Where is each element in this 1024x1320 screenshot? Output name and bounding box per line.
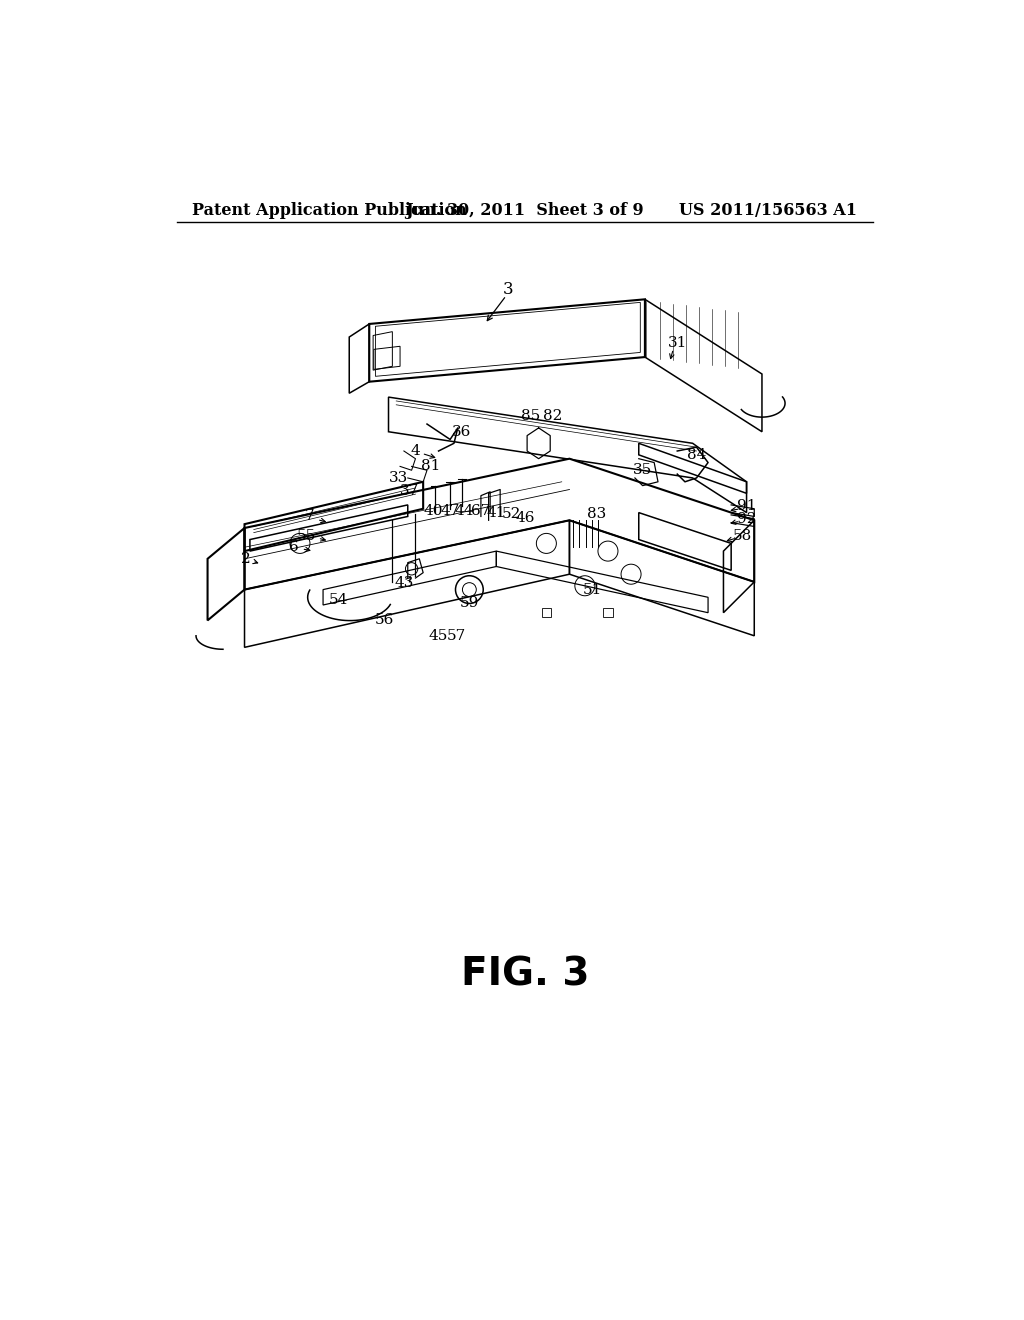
Text: 81: 81 [421, 459, 440, 474]
Text: 51: 51 [583, 582, 602, 597]
Text: 55: 55 [297, 529, 315, 543]
Text: 7: 7 [304, 510, 314, 524]
Text: 6: 6 [289, 540, 299, 554]
Text: 37: 37 [399, 484, 419, 498]
Text: Jun. 30, 2011  Sheet 3 of 9: Jun. 30, 2011 Sheet 3 of 9 [406, 202, 644, 219]
Text: 2: 2 [242, 552, 251, 566]
Text: 3: 3 [503, 281, 513, 298]
Text: 85: 85 [521, 409, 541, 424]
Text: 52: 52 [502, 507, 520, 521]
Text: 45: 45 [429, 628, 449, 643]
Text: 33: 33 [389, 471, 409, 484]
Text: 54: 54 [329, 593, 348, 607]
Text: 82: 82 [543, 409, 562, 424]
Text: US 2011/156563 A1: US 2011/156563 A1 [680, 202, 857, 219]
Text: 67: 67 [471, 504, 490, 517]
Text: 46: 46 [516, 511, 536, 525]
Text: 84: 84 [687, 447, 707, 462]
Text: 57: 57 [446, 628, 466, 643]
Text: 36: 36 [452, 425, 471, 438]
Text: 44: 44 [455, 504, 474, 517]
Text: 83: 83 [587, 507, 606, 521]
Text: 91: 91 [737, 499, 757, 513]
Text: 40: 40 [423, 504, 443, 517]
Text: 92: 92 [737, 512, 757, 525]
Text: 41: 41 [486, 506, 506, 520]
Text: Patent Application Publication: Patent Application Publication [193, 202, 467, 219]
Polygon shape [245, 459, 755, 590]
Text: 31: 31 [668, 337, 687, 350]
Text: 4: 4 [411, 444, 420, 458]
Text: 43: 43 [394, 577, 414, 590]
Text: 35: 35 [633, 463, 652, 478]
Text: 56: 56 [375, 614, 394, 627]
Text: FIG. 3: FIG. 3 [461, 956, 589, 994]
Text: 59: 59 [460, 595, 479, 610]
Text: 47: 47 [440, 504, 460, 517]
Text: 58: 58 [733, 529, 753, 543]
